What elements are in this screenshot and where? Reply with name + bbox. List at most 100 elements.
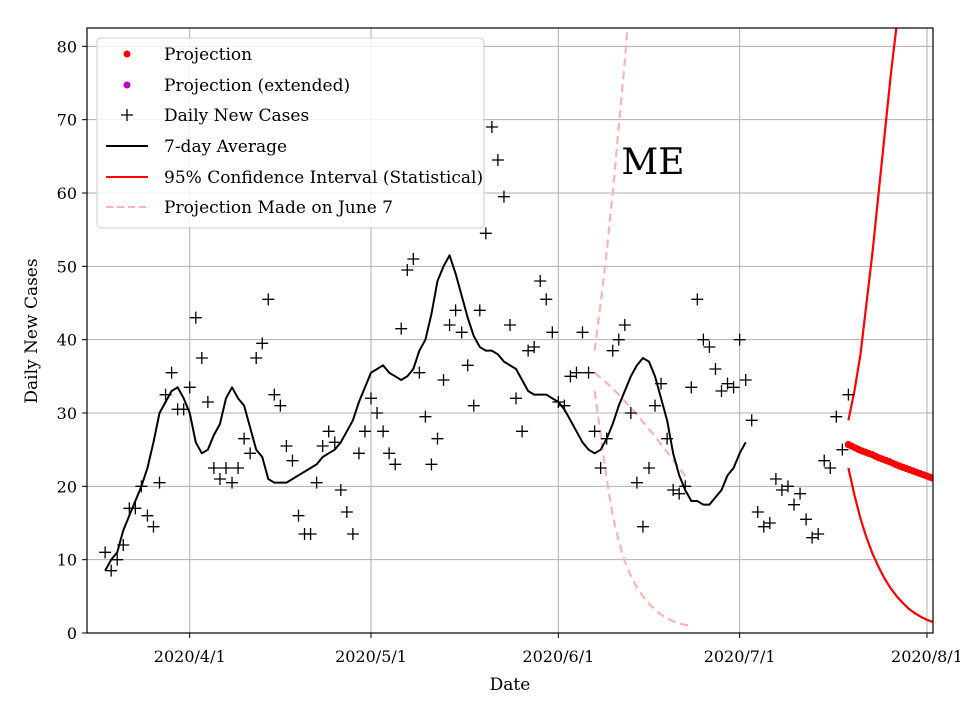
daily-case-point — [346, 528, 359, 540]
daily-case-point — [268, 388, 281, 401]
daily-case-point — [111, 553, 124, 566]
daily-case-point — [661, 432, 674, 445]
y-tick-label: 50 — [57, 257, 77, 276]
daily-case-point — [189, 311, 202, 324]
daily-case-point — [431, 432, 444, 445]
daily-case-point — [244, 447, 257, 460]
daily-case-point — [739, 374, 752, 386]
daily-case-point — [649, 399, 662, 412]
daily-case-point — [576, 326, 589, 339]
daily-case-point — [467, 399, 480, 412]
daily-case-point — [546, 326, 559, 339]
daily-case-point — [558, 399, 571, 412]
daily-case-point — [371, 407, 384, 419]
x-tick-label: 2020/7/1 — [704, 647, 776, 666]
legend: Projection Projection (extended) Daily N… — [96, 37, 485, 229]
daily-case-point — [552, 396, 565, 408]
daily-case-point — [733, 333, 746, 346]
y-tick-label: 70 — [57, 111, 77, 130]
daily-case-point — [516, 425, 529, 438]
daily-case-point — [630, 476, 643, 489]
projection-point — [954, 483, 960, 490]
daily-case-point — [443, 319, 456, 331]
daily-case-point — [292, 509, 305, 522]
y-tick-label: 20 — [57, 477, 77, 496]
y-tick-label: 30 — [57, 404, 77, 423]
daily-case-point — [419, 410, 432, 423]
x-axis-label: Date — [490, 675, 531, 695]
daily-case-point — [401, 264, 414, 276]
daily-case-point — [437, 374, 450, 386]
daily-case-point — [504, 319, 516, 331]
daily-case-point — [763, 517, 776, 529]
daily-case-point — [655, 377, 668, 390]
daily-case-point — [673, 487, 686, 500]
daily-case-point — [582, 366, 595, 379]
daily-case-point — [612, 333, 625, 346]
daily-case-point — [461, 359, 474, 372]
axis-ticks: 2020/4/1 2020/5/1 2020/6/1 2020/7/1 2020/8/1… — [57, 37, 960, 666]
x-tick-label: 2020/8/1 — [891, 647, 960, 666]
legend-june7-label: Projection Made on June 7 — [164, 198, 393, 218]
daily-cases-layer — [99, 121, 855, 577]
daily-case-point — [479, 227, 492, 240]
daily-case-point — [286, 454, 299, 467]
daily-case-point — [473, 304, 486, 317]
daily-case-point — [256, 337, 269, 350]
projection-point — [950, 482, 957, 489]
daily-case-point — [262, 293, 275, 306]
daily-case-point — [213, 473, 226, 485]
daily-case-point — [806, 531, 819, 544]
june7-projection-layer — [593, 28, 692, 627]
state-annotation: ME — [621, 142, 684, 183]
daily-case-point — [642, 462, 655, 474]
daily-case-point — [201, 396, 214, 408]
projection-point — [933, 476, 940, 483]
daily-case-point — [407, 253, 420, 265]
daily-case-point — [618, 319, 631, 331]
daily-case-point — [594, 462, 607, 474]
legend-average-label: 7-day Average — [164, 137, 287, 157]
daily-case-point — [365, 392, 378, 405]
legend-projection-label: Projection — [164, 45, 252, 65]
daily-case-point — [721, 377, 734, 390]
daily-case-point — [165, 366, 178, 379]
legend-ci-label: 95% Confidence Interval (Statistical) — [164, 168, 483, 188]
projection-point — [947, 480, 954, 487]
daily-case-point — [769, 473, 782, 485]
daily-case-point — [485, 121, 498, 133]
daily-case-point — [226, 476, 239, 489]
daily-case-point — [691, 293, 704, 306]
daily-case-point — [624, 407, 637, 419]
y-tick-label: 60 — [57, 184, 77, 203]
daily-case-point — [775, 484, 788, 496]
daily-case-point — [195, 352, 208, 364]
daily-case-point — [219, 462, 232, 474]
daily-case-point — [99, 546, 112, 559]
daily-case-point — [129, 502, 142, 515]
daily-case-point — [316, 440, 329, 452]
y-tick-label: 80 — [57, 37, 77, 56]
y-axis-label: Daily New Cases — [22, 258, 42, 403]
daily-case-point — [751, 506, 764, 518]
daily-case-point — [395, 322, 408, 335]
x-tick-label: 2020/5/1 — [335, 647, 407, 666]
daily-case-point — [679, 480, 692, 493]
june7-ci-upper-line — [593, 28, 629, 351]
average-layer — [104, 254, 747, 572]
daily-case-point — [304, 528, 317, 540]
daily-case-point — [667, 484, 680, 496]
ci-upper-line — [847, 28, 898, 421]
daily-case-point — [147, 520, 160, 533]
daily-case-point — [358, 425, 371, 438]
daily-case-point — [232, 462, 245, 474]
daily-case-point — [842, 388, 855, 401]
daily-case-point — [177, 403, 190, 416]
daily-case-point — [528, 341, 541, 353]
daily-case-point — [310, 476, 323, 489]
daily-case-point — [818, 454, 831, 467]
daily-case-point — [497, 190, 510, 203]
daily-case-point — [757, 520, 770, 533]
daily-case-point — [383, 447, 396, 460]
legend-projection-extended-label: Projection (extended) — [164, 76, 350, 96]
